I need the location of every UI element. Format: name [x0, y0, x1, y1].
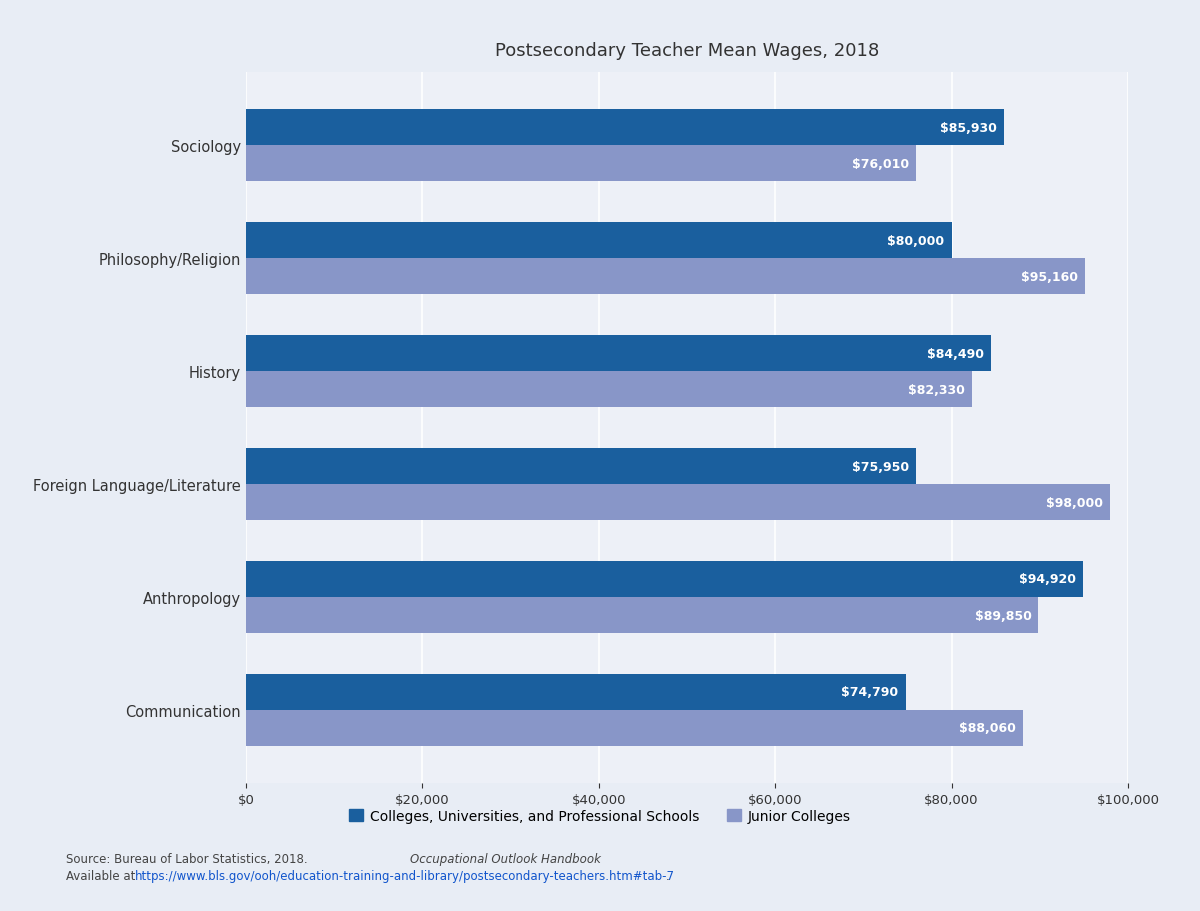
Bar	[246, 146, 917, 182]
Text: $80,000: $80,000	[888, 234, 944, 248]
Text: https://www.bls.gov/ooh/education-training-and-library/postsecondary-teachers.ht: https://www.bls.gov/ooh/education-traini…	[134, 869, 674, 882]
Text: $94,920: $94,920	[1019, 573, 1076, 586]
Text: Available at: Available at	[66, 869, 139, 882]
Bar	[246, 561, 1084, 598]
Bar	[246, 711, 1022, 746]
Bar	[246, 674, 906, 711]
Text: $89,850: $89,850	[974, 609, 1032, 622]
Text: $75,950: $75,950	[852, 460, 908, 473]
Text: $98,000: $98,000	[1046, 496, 1103, 509]
Text: $82,330: $82,330	[908, 384, 965, 396]
Bar	[246, 372, 972, 408]
Legend: Colleges, Universities, and Professional Schools, Junior Colleges: Colleges, Universities, and Professional…	[343, 804, 857, 828]
Bar	[246, 110, 1004, 146]
Text: .: .	[666, 869, 670, 882]
Text: $95,160: $95,160	[1021, 271, 1079, 283]
Text: Occupational Outlook Handbook: Occupational Outlook Handbook	[410, 853, 601, 865]
Bar	[246, 448, 916, 485]
Text: $74,790: $74,790	[841, 686, 899, 699]
Bar	[246, 335, 991, 372]
Bar	[246, 485, 1110, 521]
Bar	[246, 259, 1085, 295]
Text: $85,930: $85,930	[940, 122, 997, 135]
Text: $88,060: $88,060	[959, 722, 1015, 734]
Text: $76,010: $76,010	[852, 158, 910, 170]
Text: Source: Bureau of Labor Statistics, 2018.: Source: Bureau of Labor Statistics, 2018…	[66, 853, 311, 865]
Bar	[246, 598, 1038, 633]
Title: Postsecondary Teacher Mean Wages, 2018: Postsecondary Teacher Mean Wages, 2018	[494, 42, 880, 60]
Text: .: .	[560, 853, 564, 865]
Bar	[246, 223, 952, 259]
Text: $84,490: $84,490	[928, 347, 984, 360]
